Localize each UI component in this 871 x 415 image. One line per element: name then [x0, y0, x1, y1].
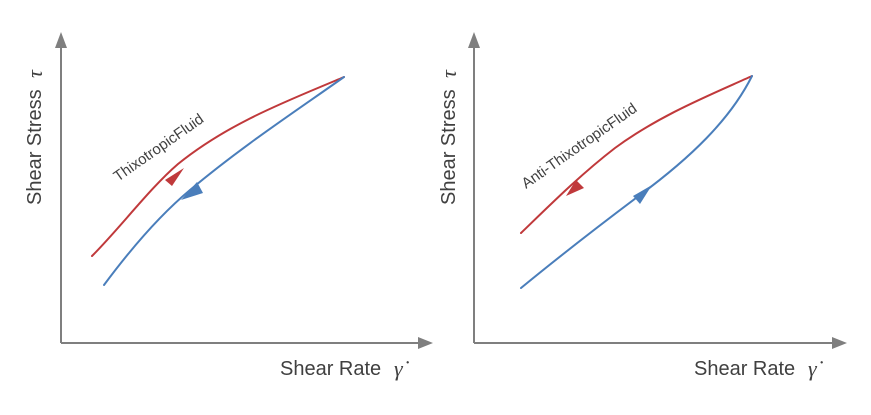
right-x-axis-symbol: γ̇ — [808, 356, 824, 381]
right-y-axis-symbol: τ — [436, 69, 461, 78]
left-x-axis-label: Shear Rate — [280, 358, 381, 380]
thixotropic-down-arrow — [181, 182, 203, 200]
right-x-axis-arrowhead — [832, 337, 847, 349]
left-x-axis-symbol: γ̇ — [394, 356, 410, 381]
right-x-axis-label: Shear Rate — [694, 358, 795, 380]
right-y-axis-label: Shear Stress — [438, 89, 460, 205]
anti-thixotropic-decreasing-curve — [520, 75, 753, 234]
thixotropic-curve-label: ThixotropicFluid — [111, 111, 207, 186]
thixotropic-increasing-curve — [91, 76, 345, 257]
left-y-axis-arrowhead — [55, 32, 67, 48]
left-x-axis-arrowhead — [418, 337, 433, 349]
left-y-axis-label: Shear Stress — [24, 89, 46, 205]
thixotropic-panel: Shear Stress τ Shear Rate γ̇ Thixotropic… — [22, 32, 433, 381]
thixotropic-decreasing-curve — [103, 76, 345, 286]
right-y-axis-arrowhead — [468, 32, 480, 48]
thixotropic-up-arrow — [165, 168, 184, 186]
left-y-axis-symbol: τ — [22, 69, 47, 78]
anti-thixotropic-up-arrow — [633, 185, 652, 204]
anti-thixotropic-down-arrow — [566, 180, 584, 196]
anti-thixotropic-panel: Shear Stress τ Shear Rate γ̇ Anti-Thixot… — [436, 32, 847, 381]
anti-thixotropic-increasing-curve — [520, 75, 753, 289]
